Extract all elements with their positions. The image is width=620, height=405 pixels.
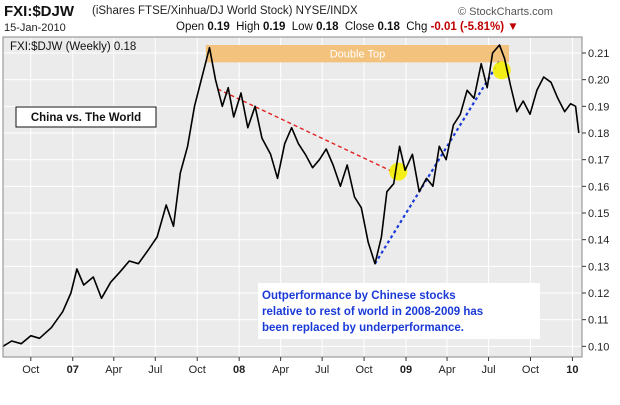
open-label: Open: [176, 21, 205, 33]
chart-symbol: FXI:$DJW: [4, 3, 75, 20]
low-value: 0.18: [316, 21, 339, 33]
y-tick-label: 0.20: [588, 75, 609, 87]
high-label: High: [236, 21, 260, 33]
x-tick-label: Apr: [272, 364, 289, 376]
double-top-band: [205, 45, 510, 63]
commentary-line: relative to rest of world in 2008-2009 h…: [262, 306, 483, 318]
x-tick-label: Jul: [148, 364, 162, 376]
open-value: 0.19: [207, 21, 230, 33]
close-label: Close: [344, 21, 375, 33]
y-tick-label: 0.12: [588, 288, 609, 300]
legend-entry: FXI:$DJW (Weekly) 0.18: [10, 41, 136, 53]
chart-date: 15-Jan-2010: [4, 22, 66, 34]
support-trendline: [374, 60, 501, 265]
ohlc-readout: Open 0.19 High 0.19 Low 0.18 Close 0.18 …: [176, 21, 519, 33]
double-top-band-group: Double Top: [205, 45, 510, 63]
plot-frame: [2, 36, 583, 358]
commentary-line: Outperformance by Chinese stocks: [262, 290, 456, 302]
x-tick-label: Oct: [189, 364, 206, 376]
x-axis: Oct 07 Apr Jul Oct 08 Apr Jul Oct 09 Apr Jul Oct 10: [22, 357, 579, 376]
y-tick-label: 0.19: [588, 101, 609, 113]
x-tick-label: Jul: [482, 364, 496, 376]
y-tick-label: 0.14: [588, 235, 609, 247]
y-axis: 0.10 0.11 0.12 0.13 0.14 0.15 0.16 0.17 0.18 0.19…: [582, 48, 609, 353]
high-value: 0.19: [262, 21, 286, 33]
x-tick-label: Apr: [105, 364, 122, 376]
x-tick-label: 08: [233, 364, 245, 376]
y-tick-label: 0.18: [588, 128, 609, 140]
chart-description: (iShares FTSE/Xinhua/DJ World Stock) NYS…: [92, 5, 358, 17]
double-top-label: Double Top: [330, 49, 385, 61]
china-vs-world-label: China vs. The World: [31, 112, 141, 124]
y-tick-label: 0.15: [588, 208, 609, 220]
brand-label: © StockCharts.com: [458, 6, 553, 18]
commentary-box: [258, 283, 540, 339]
trendline-group: [217, 60, 501, 265]
y-tick-label: 0.13: [588, 261, 609, 273]
close-value: 0.18: [377, 21, 400, 33]
chg-down-icon: ▼: [507, 21, 519, 33]
y-tick-label: 0.21: [588, 48, 609, 60]
highlight-marker: [389, 162, 408, 181]
commentary-line: been replaced by underperformance.: [262, 322, 464, 334]
x-tick-label: 09: [400, 364, 412, 376]
x-tick-label: Oct: [522, 364, 539, 376]
series-group: [2, 44, 580, 347]
resistance-trendline: [217, 88, 399, 175]
y-tick-label: 0.10: [588, 341, 609, 353]
x-tick-label: Oct: [22, 364, 39, 376]
x-tick-label: Apr: [438, 364, 455, 376]
china-vs-world-box: [15, 106, 157, 128]
x-tick-label: 07: [67, 364, 79, 376]
chg-value: -0.01 (-5.81%): [430, 21, 505, 33]
y-tick-label: 0.16: [588, 181, 609, 193]
price-series-line: [2, 44, 580, 347]
x-tick-label: Jul: [315, 364, 329, 376]
x-tick-label: Oct: [356, 364, 373, 376]
chg-label: Chg: [406, 21, 428, 33]
y-tick-label: 0.11: [588, 315, 609, 327]
low-label: Low: [291, 21, 313, 33]
annotation-group: China vs. The World Outperformance by Chi…: [15, 106, 540, 339]
x-tick-label: 10: [566, 364, 578, 376]
y-tick-label: 0.17: [588, 155, 609, 167]
